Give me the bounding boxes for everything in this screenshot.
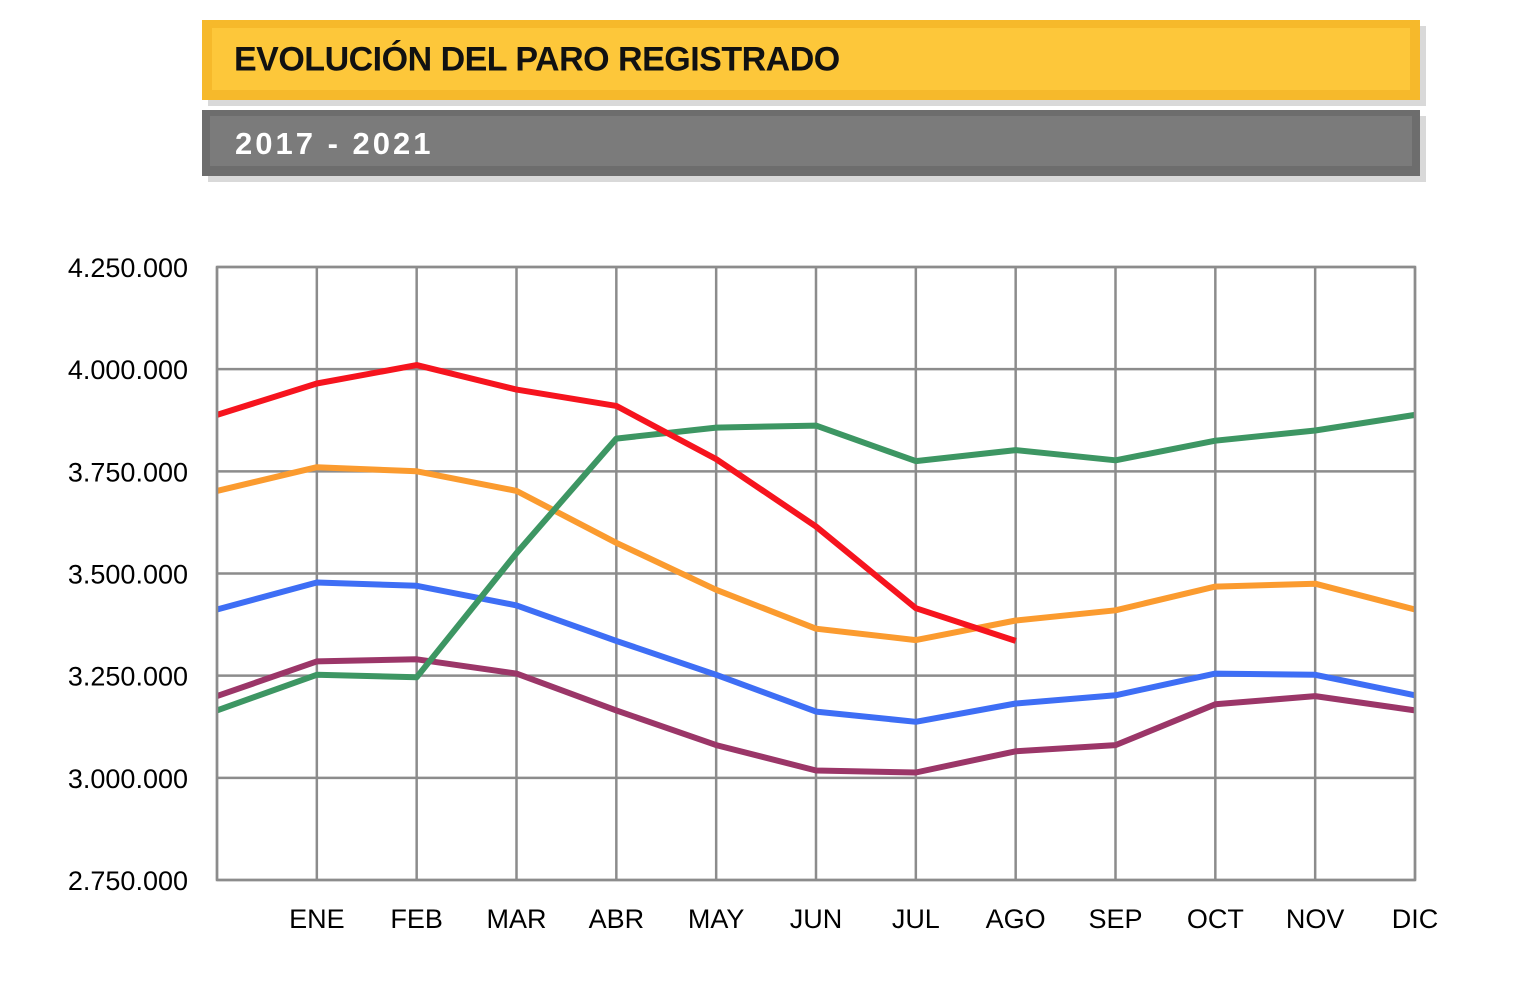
y-tick-label: 4.000.000 [68, 355, 188, 385]
grid [215, 265, 1417, 882]
series-line-5 [216, 362, 1017, 644]
y-tick-label: 3.500.000 [68, 560, 188, 590]
y-tick-label: 3.250.000 [68, 662, 188, 692]
x-tick-label: JUN [790, 904, 843, 934]
y-axis-ticks: 2.750.000 3.000.000 3.250.000 3.500.000 3.75… [68, 253, 188, 896]
x-tick-label: NOV [1286, 904, 1345, 934]
x-tick-label: OCT [1187, 904, 1244, 934]
series-line-3 [216, 464, 1416, 644]
x-tick-label: ABR [589, 904, 645, 934]
x-tick-label: MAR [487, 904, 547, 934]
title-banner: EVOLUCIÓN DEL PARO REGISTRADO [202, 20, 1420, 100]
x-tick-label: JUL [892, 904, 940, 934]
title-banner-inner [212, 28, 1410, 90]
series-line-4 [215, 411, 1416, 714]
y-tick-label: 4.250.000 [68, 253, 188, 283]
y-tick-label: 3.000.000 [68, 764, 188, 794]
x-tick-label: MAY [688, 904, 745, 934]
x-tick-label: ENE [289, 904, 345, 934]
x-axis-ticks: ENE FEB MAR ABR MAY JUN JUL AGO SEP OCT NOV DIC [289, 904, 1438, 934]
x-tick-label: AGO [986, 904, 1046, 934]
plot-frame [215, 265, 1417, 882]
series-line-2 [216, 579, 1416, 725]
page-title: EVOLUCIÓN DEL PARO REGISTRADO [234, 40, 840, 79]
x-tick-label: FEB [390, 904, 443, 934]
page-subtitle: 2017 - 2021 [235, 126, 434, 161]
y-tick-label: 3.750.000 [68, 457, 188, 487]
x-tick-label: DIC [1392, 904, 1439, 934]
subtitle-banner-inner [210, 116, 1412, 166]
series-lines [215, 362, 1416, 776]
series-line-1 [216, 656, 1416, 776]
x-tick-label: SEP [1088, 904, 1142, 934]
subtitle-banner: 2017 - 2021 [202, 110, 1420, 176]
y-tick-label: 2.750.000 [68, 866, 188, 896]
